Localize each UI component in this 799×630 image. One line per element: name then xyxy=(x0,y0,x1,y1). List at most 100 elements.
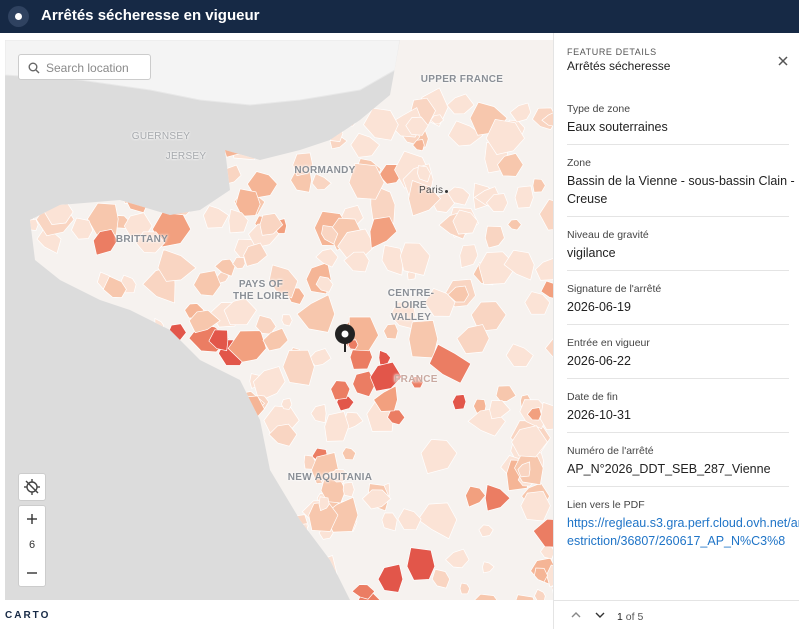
drought-zone[interactable] xyxy=(381,244,404,276)
drought-zone[interactable] xyxy=(242,585,273,600)
drought-zone[interactable] xyxy=(268,423,298,447)
drought-zone[interactable] xyxy=(151,585,167,600)
drought-zone[interactable] xyxy=(115,459,132,478)
drought-zone[interactable] xyxy=(46,151,82,185)
drought-zone[interactable] xyxy=(311,173,332,191)
drought-zone[interactable] xyxy=(259,213,284,236)
drought-zone[interactable] xyxy=(196,461,211,474)
drought-zone[interactable] xyxy=(204,163,222,181)
drought-zone[interactable] xyxy=(193,270,222,297)
drought-zone[interactable] xyxy=(28,139,62,172)
drought-zone[interactable] xyxy=(175,115,191,130)
drought-zone[interactable] xyxy=(46,144,85,181)
drought-zone[interactable] xyxy=(18,401,38,423)
drought-zone[interactable] xyxy=(62,359,93,389)
drought-zone[interactable] xyxy=(128,366,149,381)
drought-zone[interactable] xyxy=(170,367,184,380)
drought-zone[interactable] xyxy=(281,590,315,600)
prev-button[interactable] xyxy=(571,611,581,619)
drought-zone[interactable] xyxy=(19,379,33,395)
drought-zone[interactable] xyxy=(237,516,259,535)
drought-zone[interactable] xyxy=(298,555,338,595)
drought-zone[interactable] xyxy=(214,258,236,277)
zoom-in[interactable] xyxy=(19,506,45,532)
drought-zone[interactable] xyxy=(482,561,495,574)
drought-zone[interactable] xyxy=(217,441,241,464)
drought-zone[interactable] xyxy=(485,119,525,155)
drought-zone[interactable] xyxy=(213,434,229,455)
drought-zone[interactable] xyxy=(196,121,224,143)
drought-zone[interactable] xyxy=(484,484,511,512)
drought-zone[interactable] xyxy=(69,338,97,368)
drought-zone[interactable] xyxy=(166,481,190,508)
drought-zone[interactable] xyxy=(188,309,221,334)
drought-zone[interactable] xyxy=(373,385,398,412)
drought-zone[interactable] xyxy=(532,518,553,548)
drought-zone[interactable] xyxy=(431,568,451,589)
drought-zone[interactable] xyxy=(468,593,503,600)
drought-zone[interactable] xyxy=(484,225,505,249)
drought-zone[interactable] xyxy=(246,171,278,199)
drought-zone[interactable] xyxy=(315,276,334,293)
drought-zone[interactable] xyxy=(296,294,336,333)
drought-zone[interactable] xyxy=(60,149,84,168)
drought-zone[interactable] xyxy=(32,89,67,118)
drought-zone[interactable] xyxy=(361,489,392,510)
drought-zone[interactable] xyxy=(159,107,172,122)
drought-zone[interactable] xyxy=(400,242,431,276)
drought-zone[interactable] xyxy=(182,362,208,397)
drought-zone[interactable] xyxy=(105,408,129,431)
drought-zone[interactable] xyxy=(75,90,102,118)
drought-zone[interactable] xyxy=(459,244,479,269)
drought-zone[interactable] xyxy=(102,275,127,298)
drought-zone[interactable] xyxy=(124,418,145,439)
drought-zone[interactable] xyxy=(62,301,95,329)
drought-zone[interactable] xyxy=(526,407,542,421)
drought-zone[interactable] xyxy=(203,205,230,229)
drought-zone[interactable] xyxy=(503,249,535,281)
drought-zone[interactable] xyxy=(539,401,553,430)
drought-zone[interactable] xyxy=(253,366,286,402)
drought-zone[interactable] xyxy=(410,376,424,389)
field-link[interactable]: https://regleau.s3.gra.perf.cloud.ovh.ne… xyxy=(567,516,799,548)
drought-zone[interactable] xyxy=(342,481,355,498)
map[interactable]: UPPER FRANCE GUERNSEY JERSEY NORMANDY Pa… xyxy=(5,40,553,600)
drought-zone[interactable] xyxy=(509,102,532,123)
drought-zone[interactable] xyxy=(135,534,172,569)
drought-zone[interactable] xyxy=(219,387,248,416)
drought-zone[interactable] xyxy=(204,130,221,146)
drought-zone[interactable] xyxy=(153,168,183,199)
drought-zone[interactable] xyxy=(329,469,350,483)
drought-zone[interactable] xyxy=(430,114,444,125)
drought-zone[interactable] xyxy=(387,409,406,426)
drought-zone[interactable] xyxy=(199,486,233,521)
drought-zone[interactable] xyxy=(88,498,106,519)
drought-zone[interactable] xyxy=(57,418,81,440)
drought-zone[interactable] xyxy=(25,218,39,231)
drought-zone[interactable] xyxy=(352,370,376,398)
drought-zone[interactable] xyxy=(520,490,551,522)
drought-zone[interactable] xyxy=(22,265,47,291)
drought-zone[interactable] xyxy=(412,139,425,152)
drought-zone[interactable] xyxy=(67,576,80,592)
drought-zone[interactable] xyxy=(47,422,69,446)
drought-zone[interactable] xyxy=(135,231,166,254)
drought-zone[interactable] xyxy=(196,549,230,579)
drought-zone[interactable] xyxy=(447,120,484,147)
app-logo[interactable] xyxy=(8,6,29,27)
drought-zone[interactable] xyxy=(79,391,114,430)
drought-zone[interactable] xyxy=(324,411,350,442)
drought-zone[interactable] xyxy=(5,571,14,584)
drought-zone[interactable] xyxy=(205,384,218,395)
drought-zone[interactable] xyxy=(197,368,217,388)
drought-zone[interactable] xyxy=(452,394,467,410)
drought-zone[interactable] xyxy=(83,97,117,133)
drought-zone[interactable] xyxy=(86,162,117,191)
drought-zone[interactable] xyxy=(408,180,441,217)
drought-zone[interactable] xyxy=(57,124,89,157)
drought-zone[interactable] xyxy=(79,408,96,425)
drought-zone[interactable] xyxy=(540,280,553,300)
drought-zone[interactable] xyxy=(294,523,309,538)
drought-zone[interactable] xyxy=(507,219,522,231)
next-button[interactable] xyxy=(595,611,605,619)
